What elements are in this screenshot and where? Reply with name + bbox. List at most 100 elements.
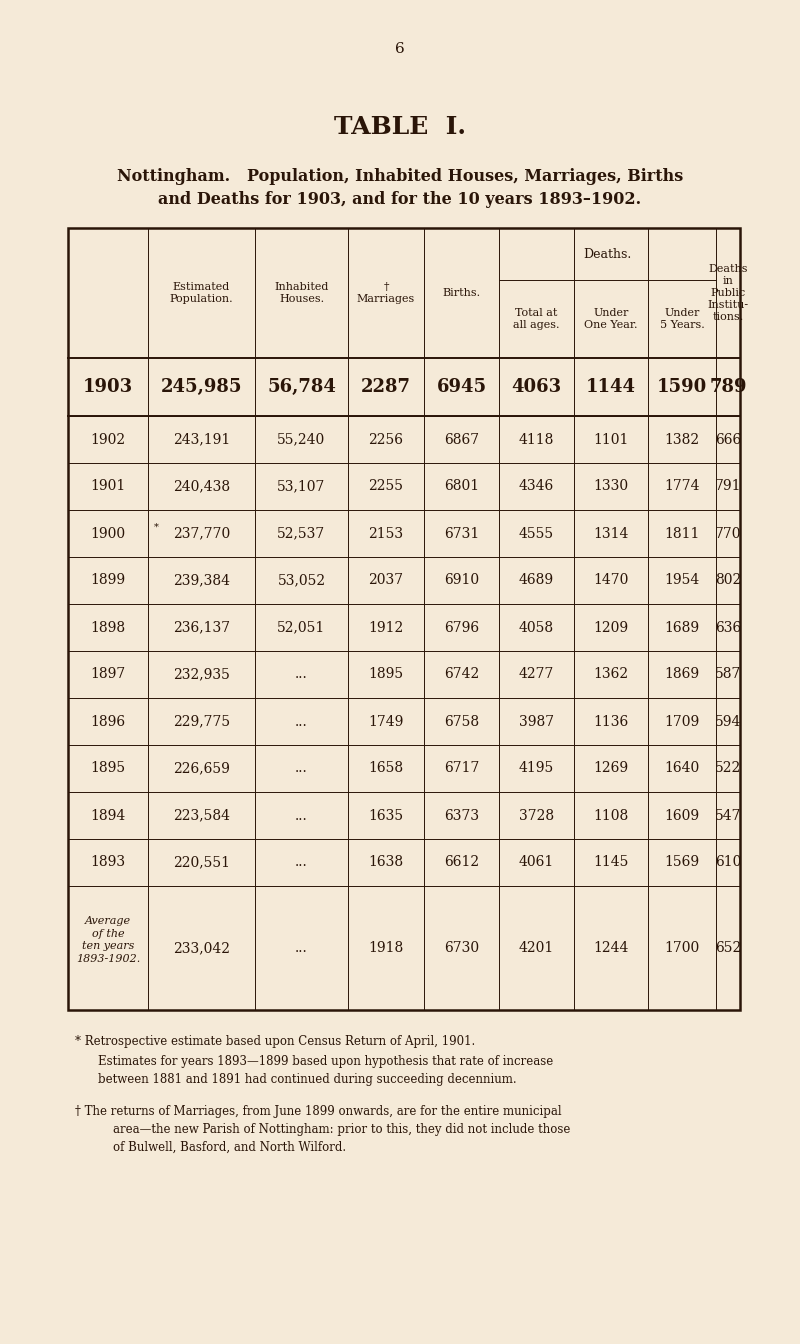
Text: between 1881 and 1891 had continued during succeeding decennium.: between 1881 and 1891 had continued duri… (98, 1073, 517, 1086)
Text: 1569: 1569 (665, 856, 699, 870)
Text: ...: ... (295, 668, 308, 681)
Text: 2287: 2287 (361, 378, 411, 396)
Text: 802: 802 (715, 574, 741, 587)
Text: 1470: 1470 (594, 574, 629, 587)
Bar (68, 228, 740, 1009)
Text: 1897: 1897 (90, 668, 126, 681)
Text: *: * (154, 523, 159, 532)
Text: 1609: 1609 (665, 809, 699, 823)
Text: ...: ... (295, 856, 308, 870)
Text: 587: 587 (715, 668, 741, 681)
Text: 52,537: 52,537 (278, 527, 326, 540)
Text: 594: 594 (715, 715, 741, 728)
Text: 6373: 6373 (444, 809, 479, 823)
Text: 237,770: 237,770 (173, 527, 230, 540)
Text: 1108: 1108 (594, 809, 629, 823)
Text: ...: ... (295, 762, 308, 775)
Text: 4195: 4195 (519, 762, 554, 775)
Text: 1269: 1269 (594, 762, 629, 775)
Text: 4555: 4555 (519, 527, 554, 540)
Text: 1658: 1658 (369, 762, 403, 775)
Text: 1912: 1912 (368, 621, 404, 634)
Text: Under
One Year.: Under One Year. (584, 308, 638, 331)
Text: 770: 770 (714, 527, 742, 540)
Text: †
Marriages: † Marriages (357, 282, 415, 304)
Text: 1901: 1901 (90, 480, 126, 493)
Text: ...: ... (295, 715, 308, 728)
Text: 53,052: 53,052 (278, 574, 326, 587)
Text: 6801: 6801 (444, 480, 479, 493)
Text: 1900: 1900 (90, 527, 126, 540)
Text: ...: ... (295, 941, 308, 956)
Text: 6945: 6945 (437, 378, 486, 396)
Text: 1700: 1700 (664, 941, 700, 956)
Text: 1689: 1689 (665, 621, 699, 634)
Text: 1635: 1635 (369, 809, 403, 823)
Text: 6: 6 (395, 42, 405, 56)
Text: 6730: 6730 (444, 941, 479, 956)
Text: 229,775: 229,775 (173, 715, 230, 728)
Text: Births.: Births. (442, 288, 481, 298)
Text: 4058: 4058 (519, 621, 554, 634)
Text: * Retrospective estimate based upon Census Return of April, 1901.: * Retrospective estimate based upon Cens… (75, 1035, 475, 1048)
Text: 220,551: 220,551 (173, 856, 230, 870)
Text: 636: 636 (715, 621, 741, 634)
Text: 1895: 1895 (90, 762, 126, 775)
Text: 1811: 1811 (664, 527, 700, 540)
Text: 6717: 6717 (444, 762, 479, 775)
Text: 547: 547 (714, 809, 742, 823)
Text: 652: 652 (715, 941, 741, 956)
Text: Deaths.: Deaths. (583, 247, 632, 261)
Text: 4201: 4201 (519, 941, 554, 956)
Text: 1638: 1638 (369, 856, 403, 870)
Text: 1893: 1893 (90, 856, 126, 870)
Text: 6731: 6731 (444, 527, 479, 540)
Text: 6612: 6612 (444, 856, 479, 870)
Text: 4061: 4061 (519, 856, 554, 870)
Text: 6796: 6796 (444, 621, 479, 634)
Text: 4063: 4063 (511, 378, 562, 396)
Text: 2037: 2037 (369, 574, 403, 587)
Text: Estimates for years 1893—1899 based upon hypothesis that rate of increase: Estimates for years 1893—1899 based upon… (98, 1055, 554, 1068)
Text: 1362: 1362 (594, 668, 629, 681)
Text: Total at
all ages.: Total at all ages. (514, 308, 560, 331)
Text: 522: 522 (715, 762, 741, 775)
Text: 1749: 1749 (368, 715, 404, 728)
Text: 236,137: 236,137 (173, 621, 230, 634)
Text: Deaths
in
Public
Institu-
tions.: Deaths in Public Institu- tions. (707, 263, 749, 323)
Text: 1954: 1954 (664, 574, 700, 587)
Text: 1314: 1314 (594, 527, 629, 540)
Text: 1330: 1330 (594, 480, 629, 493)
Text: 1382: 1382 (665, 433, 699, 446)
Text: 2256: 2256 (369, 433, 403, 446)
Text: 1101: 1101 (594, 433, 629, 446)
Text: 1898: 1898 (90, 621, 126, 634)
Text: TABLE  I.: TABLE I. (334, 116, 466, 138)
Text: Estimated
Population.: Estimated Population. (170, 282, 234, 304)
Text: 1244: 1244 (594, 941, 629, 956)
Text: 240,438: 240,438 (173, 480, 230, 493)
Text: 1209: 1209 (594, 621, 629, 634)
Text: 1899: 1899 (90, 574, 126, 587)
Text: Under
5 Years.: Under 5 Years. (660, 308, 704, 331)
Text: area—the new Parish of Nottingham: prior to this, they did not include those: area—the new Parish of Nottingham: prior… (98, 1124, 570, 1136)
Text: 6867: 6867 (444, 433, 479, 446)
Text: 243,191: 243,191 (173, 433, 230, 446)
Text: of Bulwell, Basford, and North Wilford.: of Bulwell, Basford, and North Wilford. (98, 1141, 346, 1154)
Text: 6742: 6742 (444, 668, 479, 681)
Text: 1918: 1918 (368, 941, 404, 956)
Text: 791: 791 (714, 480, 742, 493)
Text: 1145: 1145 (594, 856, 629, 870)
Text: 3728: 3728 (519, 809, 554, 823)
Text: Nottingham.   Population, Inhabited Houses, Marriages, Births: Nottingham. Population, Inhabited Houses… (117, 168, 683, 185)
Text: 6758: 6758 (444, 715, 479, 728)
Text: 2255: 2255 (369, 480, 403, 493)
Text: 4689: 4689 (519, 574, 554, 587)
Text: 1903: 1903 (83, 378, 133, 396)
Text: 1895: 1895 (369, 668, 403, 681)
Text: 245,985: 245,985 (161, 378, 242, 396)
Text: 6910: 6910 (444, 574, 479, 587)
Text: 232,935: 232,935 (173, 668, 230, 681)
Text: 233,042: 233,042 (173, 941, 230, 956)
Text: ...: ... (295, 809, 308, 823)
